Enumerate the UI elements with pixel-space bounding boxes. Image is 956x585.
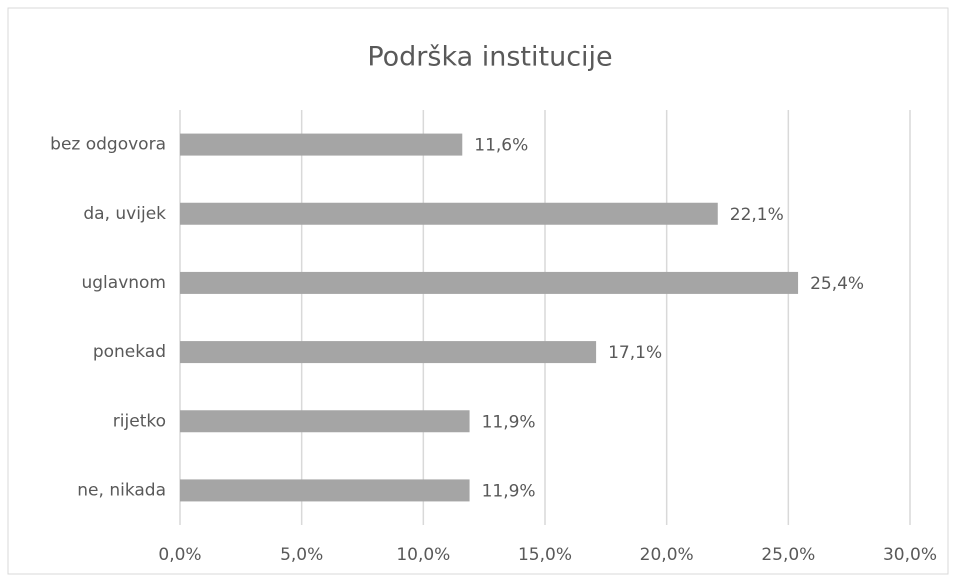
chart-title: Podrška institucije	[367, 42, 612, 73]
data-label: 11,6%	[474, 136, 528, 156]
data-label: 25,4%	[810, 274, 864, 294]
x-tick-label: 10,0%	[396, 545, 450, 565]
y-tick-label: bez odgovora	[50, 135, 166, 155]
x-tick-label: 20,0%	[640, 545, 694, 565]
y-tick-label: da, uvijek	[83, 204, 166, 224]
bar	[180, 341, 597, 364]
data-label: 17,1%	[608, 343, 662, 363]
bar	[180, 479, 470, 502]
x-tick-label: 30,0%	[883, 545, 937, 565]
bar	[180, 271, 799, 294]
bar	[180, 202, 718, 225]
y-tick-label: ponekad	[93, 342, 166, 362]
data-label: 11,9%	[482, 481, 536, 501]
y-tick-label: ne, nikada	[77, 480, 166, 500]
data-label: 22,1%	[730, 205, 784, 225]
x-tick-label: 0,0%	[158, 545, 201, 565]
bar	[180, 410, 470, 433]
x-tick-label: 25,0%	[761, 545, 815, 565]
bar	[180, 133, 463, 156]
y-tick-label: rijetko	[113, 411, 166, 431]
data-label: 11,9%	[482, 412, 536, 432]
x-tick-label: 15,0%	[518, 545, 572, 565]
y-tick-label: uglavnom	[81, 273, 166, 293]
x-tick-label: 5,0%	[280, 545, 323, 565]
